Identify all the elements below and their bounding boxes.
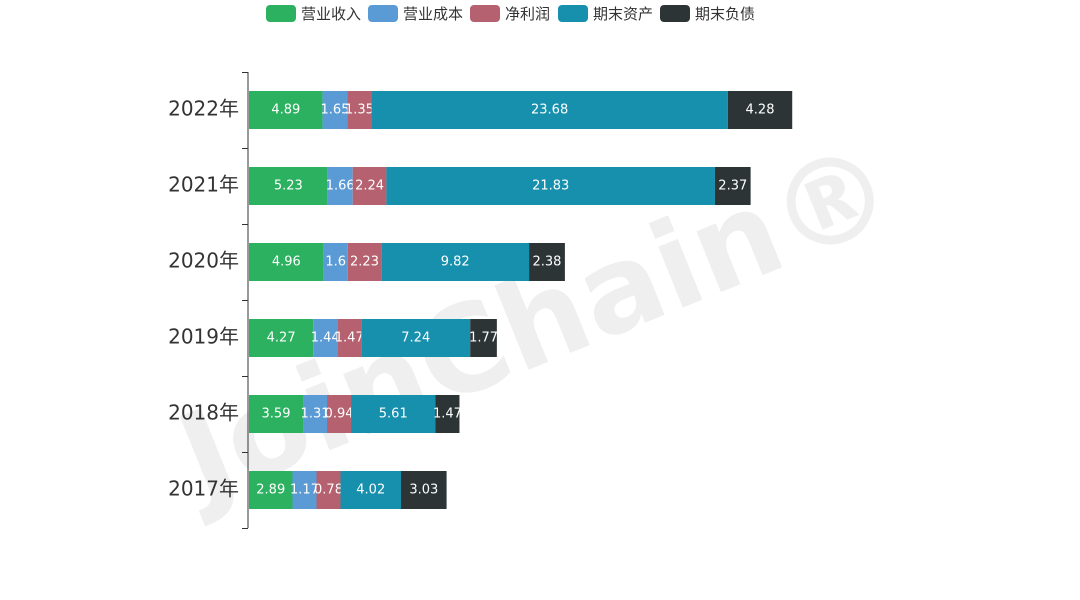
legend-swatch: [266, 5, 296, 22]
bar-segment[interactable]: [727, 91, 793, 129]
legend-item-4[interactable]: 期末资产: [558, 5, 653, 23]
legend-label: 营业收入: [301, 5, 361, 23]
bar-value-label: 1.35: [345, 103, 374, 118]
bar-segment[interactable]: [337, 319, 362, 357]
bar-value-label: 4.28: [746, 103, 775, 118]
legend-item-2[interactable]: 营业成本: [368, 5, 463, 23]
bar-value-label: 1.66: [326, 179, 355, 194]
bar-value-label: 2.38: [533, 255, 562, 270]
bar-segment[interactable]: [386, 167, 715, 205]
bar-segment[interactable]: [352, 167, 387, 205]
legend: 营业收入 营业成本 净利润 期末资产 期末负债: [266, 5, 755, 23]
legend-item-3[interactable]: 净利润: [470, 5, 550, 23]
bar-segment[interactable]: [347, 243, 382, 281]
bar-segment[interactable]: [292, 471, 317, 509]
category-label: 2022年: [168, 97, 239, 121]
bar-segment[interactable]: [323, 243, 348, 281]
legend-label: 期末负债: [695, 5, 755, 23]
bar-value-label: 4.02: [356, 483, 385, 498]
bar-value-label: 1.6: [325, 255, 346, 270]
bar-row: 3.59 1.310.94 5.61 1.47: [249, 395, 462, 433]
legend-label: 营业成本: [403, 5, 463, 23]
legend-swatch: [660, 5, 690, 22]
bar-segment[interactable]: [249, 471, 293, 509]
bar-value-label: 2.24: [355, 179, 384, 194]
bar-value-label: 0.78: [314, 483, 343, 498]
bar-segment[interactable]: [347, 91, 372, 129]
bar-value-label: 2.23: [350, 255, 379, 270]
bar-segment[interactable]: [371, 91, 728, 129]
bar-segment[interactable]: [714, 167, 751, 205]
bar-value-label: 4.96: [272, 255, 301, 270]
bar-row: 5.23 1.66 2.24 21.83 2.37: [249, 167, 751, 205]
category-label: 2020年: [168, 249, 239, 273]
bar-value-label: 3.59: [262, 407, 291, 422]
bar-segment[interactable]: [381, 243, 530, 281]
bar-segment[interactable]: [327, 395, 352, 433]
legend-item-1[interactable]: 营业收入: [266, 5, 361, 23]
bar-value-label: 1.31: [301, 407, 330, 422]
bar-segment[interactable]: [400, 471, 447, 509]
bar-segment[interactable]: [327, 167, 353, 205]
bar-segment[interactable]: [351, 395, 436, 433]
bar-value-label: 1.47: [433, 407, 462, 422]
bar-value-label: 4.89: [271, 103, 300, 118]
bar-value-label: 23.68: [531, 103, 568, 118]
legend-swatch: [368, 5, 398, 22]
bar-segment[interactable]: [313, 319, 338, 357]
bar-value-label: 4.27: [267, 331, 296, 346]
bar-value-label: 2.37: [718, 179, 747, 194]
legend-swatch: [470, 5, 500, 22]
bar-value-label: 2.89: [256, 483, 285, 498]
bar-segment[interactable]: [322, 91, 348, 129]
bar-value-label: 1.47: [335, 331, 364, 346]
bar-value-label: 1.65: [321, 103, 350, 118]
category-label: 2021年: [168, 173, 239, 197]
bar-value-label: 1.77: [469, 331, 498, 346]
bar-value-label: 5.23: [274, 179, 303, 194]
bar-segment[interactable]: [529, 243, 565, 281]
bar-value-label: 1.44: [311, 331, 340, 346]
legend-label: 净利润: [505, 5, 550, 23]
bar-segment[interactable]: [340, 471, 401, 509]
bar-segment[interactable]: [470, 319, 497, 357]
category-label: 2017年: [168, 477, 239, 501]
category-label: 2018年: [168, 401, 239, 425]
bar-row: 4.27 1.441.47 7.24 1.77: [249, 319, 498, 357]
bar-segment[interactable]: [249, 243, 324, 281]
bar-segment[interactable]: [249, 395, 304, 433]
category-label: 2019年: [168, 325, 239, 349]
bar-value-label: 1.17: [290, 483, 319, 498]
bar-value-label: 0.94: [325, 407, 354, 422]
bar-segment[interactable]: [303, 395, 328, 433]
bar-segment[interactable]: [249, 91, 323, 129]
bar-value-label: 21.83: [532, 179, 569, 194]
bar-segment[interactable]: [316, 471, 341, 509]
bar-row: 4.96 1.6 2.23 9.82 2.38: [249, 243, 565, 281]
bar-value-label: 7.24: [401, 331, 430, 346]
legend-swatch: [558, 5, 588, 22]
bar-value-label: 5.61: [379, 407, 408, 422]
legend-label: 期末资产: [593, 5, 653, 23]
bar-row: 2.89 1.170.78 4.02 3.03: [249, 471, 447, 509]
bar-value-label: 9.82: [441, 255, 470, 270]
bar-segment[interactable]: [361, 319, 471, 357]
bar-segment[interactable]: [435, 395, 460, 433]
bar-row: 4.89 1.651.35 23.68 4.28: [249, 91, 793, 129]
bar-value-label: 3.03: [409, 483, 438, 498]
bar-segment[interactable]: [249, 167, 328, 205]
bar-segment[interactable]: [249, 319, 314, 357]
legend-item-5[interactable]: 期末负债: [660, 5, 755, 23]
